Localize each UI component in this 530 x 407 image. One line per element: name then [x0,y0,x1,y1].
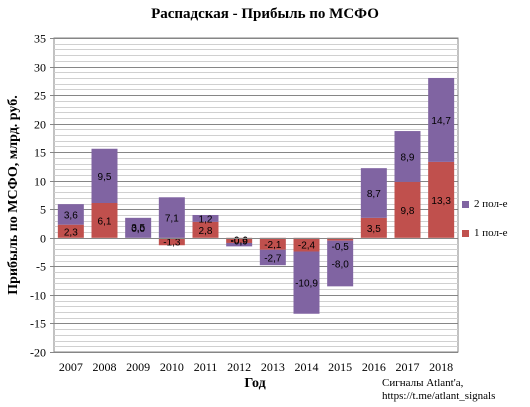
data-label-1-2015: -0,5 [332,242,350,253]
x-axis-title: Год [244,376,266,391]
y-axis-title-text: Прибыль по МСФО, млрд. руб. [6,95,21,295]
y-tick-label: 10 [34,175,46,189]
legend: 2 пол-е 1 пол-е [462,197,508,255]
data-label-2-2007: 3,6 [64,210,78,221]
bar-segment-2-2010 [158,197,185,238]
y-tick-label: -15 [30,317,46,331]
x-tick-label-2008: 2008 [93,360,117,374]
y-tick-label: -20 [30,346,46,360]
data-label-1-2009: 0,0 [131,224,145,235]
bar-segment-1-2012 [226,237,253,243]
x-tick-label-2010: 2010 [160,360,184,374]
x-tick-label-2015: 2015 [328,360,352,374]
data-label-1-2016: 3,5 [367,224,381,235]
bar-segment-2-2013 [259,249,286,266]
data-label-1-2010: -1,3 [163,238,181,249]
bar-segment-2-2011 [192,214,219,222]
data-label-2-2015: -8,0 [332,260,350,271]
bar-segment-2-2014 [293,251,320,314]
data-label-1-2013: -2,1 [264,240,282,251]
bar-segment-2-2007 [57,204,84,225]
bar-segment-1-2016 [360,217,387,238]
bar-segment-2-2016 [360,168,387,218]
data-label-2-2014: -10,9 [295,279,318,290]
credit-text: Сигналы Atlant'a, https://t.me/atlant_si… [382,377,495,403]
bar-segment-2-2009 [125,217,152,238]
x-tick-label-2007: 2007 [59,360,83,374]
data-label-2-2009: 3,5 [131,223,145,234]
bar-segment-1-2007 [57,224,84,238]
y-tick-label: -5 [36,260,46,274]
legend-label-1: 1 пол-е [474,227,508,239]
legend-item-2: 2 пол-е [462,197,508,211]
y-tick-label: -10 [30,289,46,303]
bar-segment-2-2008 [91,148,118,203]
data-label-2-2016: 8,7 [367,189,381,200]
data-label-1-2008: 6,1 [98,216,112,227]
bar-segment-2-2017 [394,131,421,182]
y-tick-label: 30 [34,61,46,75]
data-label-2-2010: 7,1 [165,214,179,225]
legend-swatch-1 [462,229,469,237]
y-tick-label: 35 [34,32,46,46]
x-tick-label-2009: 2009 [126,360,150,374]
bar-segment-1-2013 [259,237,286,250]
legend-swatch-2 [462,200,469,208]
data-label-2-2018: 14,7 [431,116,451,127]
plot-area [53,37,459,353]
bar-segment-2-2018 [428,77,455,162]
data-label-1-2011: 2,8 [199,226,213,237]
x-tick-label-2013: 2013 [261,360,285,374]
x-tick-label-2016: 2016 [362,360,386,374]
data-label-1-2017: 9,8 [401,206,415,217]
data-label-1-2018: 13,3 [431,196,451,207]
bar-segment-2-2015 [327,240,354,287]
bar-segment-2-2012 [226,242,253,247]
credit-line-2: https://t.me/atlant_signals [382,390,496,402]
x-tick-label-2014: 2014 [295,360,319,374]
bar-segment-1-2010 [158,237,185,246]
data-label-1-2014: -2,4 [298,241,316,252]
y-tick-label: 20 [34,118,46,132]
bar-segment-1-2015 [327,237,354,241]
chart-title: Распадская - Прибыль по МСФО [151,6,379,22]
data-label-2-2008: 9,5 [98,172,112,183]
bar-segment-1-2008 [91,202,118,238]
x-tick-label-2012: 2012 [227,360,251,374]
x-tick-label-2011: 2011 [194,360,218,374]
data-label-1-2012: -0,9 [231,236,249,247]
bar-segment-1-2014 [293,237,320,252]
data-label-2-2013: -2,7 [264,254,282,265]
y-tick-label: 25 [34,89,46,103]
credit-line-1: Сигналы Atlant'a, [382,377,464,389]
data-label-2-2012: -0,6 [231,235,249,246]
data-label-2-2017: 8,9 [401,152,415,163]
legend-item-1: 1 пол-е [462,226,508,240]
data-label-1-2007: 2,3 [64,227,78,238]
bar-segment-1-2011 [192,221,219,238]
legend-label-2: 2 пол-е [474,198,508,210]
y-tick-label: 15 [34,146,46,160]
data-label-2-2011: 1,2 [199,214,213,225]
y-tick-label: 0 [40,232,46,246]
x-tick-label-2017: 2017 [396,360,420,374]
bar-segment-1-2017 [394,181,421,238]
x-tick-label-2018: 2018 [429,360,453,374]
y-tick-label: 5 [40,203,46,217]
bar-segment-1-2018 [428,161,455,238]
